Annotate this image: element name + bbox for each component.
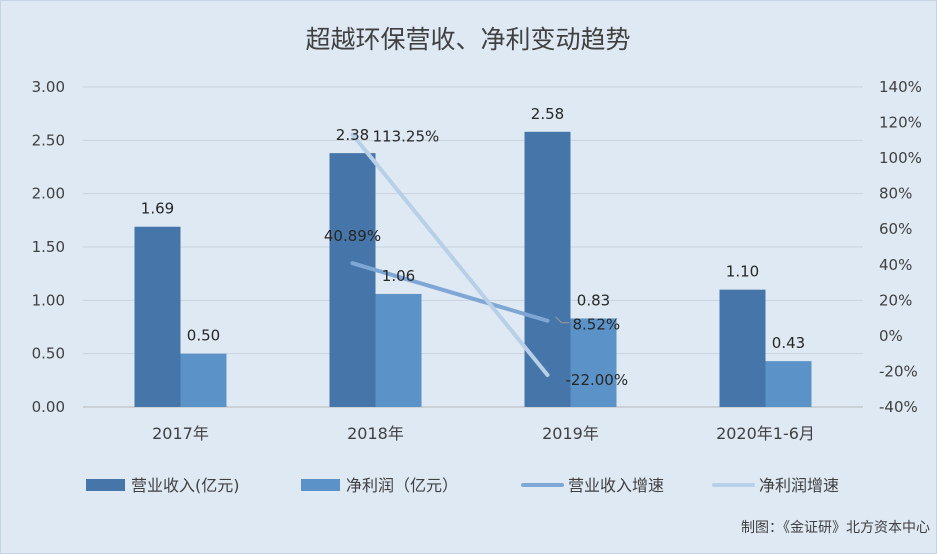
chart-title: 超越环保营收、净利变动趋势 xyxy=(305,25,630,54)
data-labels: 1.69 2.38 2.58 1.10 0.50 1.06 0.83 0.43 40.89% 8.… xyxy=(141,105,805,389)
bars xyxy=(134,131,812,408)
legend-swatch xyxy=(301,479,340,491)
line-profit-growth xyxy=(350,132,550,377)
y-right-tick-label: -40% xyxy=(879,398,918,416)
y-left-tick-label: 2.00 xyxy=(32,185,65,203)
legend-swatch xyxy=(86,479,125,491)
bar-revenue xyxy=(329,153,376,407)
x-category-label: 2018年 xyxy=(347,424,404,443)
bar-revenue xyxy=(719,289,766,407)
legend-label: 营业收入(亿元) xyxy=(131,476,240,495)
y-right-tick-label: 0% xyxy=(879,327,903,345)
y-left-tick-label: 1.50 xyxy=(32,238,65,256)
bar-value-label: 0.83 xyxy=(577,291,610,309)
bar-revenue xyxy=(134,226,181,407)
y-right-tick-label: 40% xyxy=(879,256,912,274)
bar-profit xyxy=(180,353,227,407)
bar-value-label: 2.38 xyxy=(336,126,369,144)
y-right-tick-label: 80% xyxy=(879,185,912,203)
y-right-tick-label: 120% xyxy=(879,114,922,132)
x-axis: 2017年 2018年 2019年 2020年1-6月 xyxy=(152,424,815,443)
y-right-tick-label: 140% xyxy=(879,78,922,96)
x-category-label: 2019年 xyxy=(542,424,599,443)
bar-profit xyxy=(570,318,617,407)
bar-value-label: 1.10 xyxy=(726,263,759,281)
bar-value-label: 1.69 xyxy=(141,200,174,218)
legend-label: 净利润（亿元） xyxy=(346,476,458,495)
growth-lines xyxy=(350,132,550,377)
line-value-label: 40.89% xyxy=(324,227,381,245)
y-axis-left: 0.00 0.50 1.00 1.50 2.00 2.50 3.00 xyxy=(32,78,65,416)
bar-profit xyxy=(375,293,422,407)
y-left-tick-label: 0.00 xyxy=(32,398,65,416)
y-right-tick-label: -20% xyxy=(879,362,918,380)
y-left-tick-label: 0.50 xyxy=(32,345,65,363)
legend-label: 净利润增速 xyxy=(759,476,839,495)
y-right-tick-label: 60% xyxy=(879,220,912,238)
bar-value-label: 2.58 xyxy=(531,105,564,123)
y-right-tick-label: 100% xyxy=(879,149,922,167)
bar-value-label: 0.43 xyxy=(772,334,805,352)
x-category-label: 2020年1-6月 xyxy=(716,424,815,443)
legend-label: 营业收入增速 xyxy=(568,476,664,495)
source-note: 制图：《金证研》北方资本中心 xyxy=(741,520,930,536)
bar-value-label: 0.50 xyxy=(187,327,220,345)
y-left-tick-label: 1.00 xyxy=(32,291,65,309)
x-category-label: 2017年 xyxy=(152,424,209,443)
bar-profit xyxy=(765,361,812,407)
y-axis-right: -40% -20% 0% 20% 40% 60% 80% 100% 120% 140% xyxy=(879,78,922,416)
line-revenue-growth xyxy=(350,261,550,323)
bar-value-label: 1.06 xyxy=(382,267,415,285)
line-value-label: 8.52% xyxy=(573,316,621,334)
line-value-label: 113.25% xyxy=(373,128,440,146)
leader-line xyxy=(555,316,570,324)
y-left-tick-label: 3.00 xyxy=(32,78,65,96)
y-right-tick-label: 20% xyxy=(879,291,912,309)
line-value-label: -22.00% xyxy=(566,371,629,389)
legend: 营业收入(亿元) 净利润（亿元） 营业收入增速 净利润增速 xyxy=(86,476,839,495)
bar-revenue xyxy=(524,131,571,408)
y-left-tick-label: 2.50 xyxy=(32,131,65,149)
